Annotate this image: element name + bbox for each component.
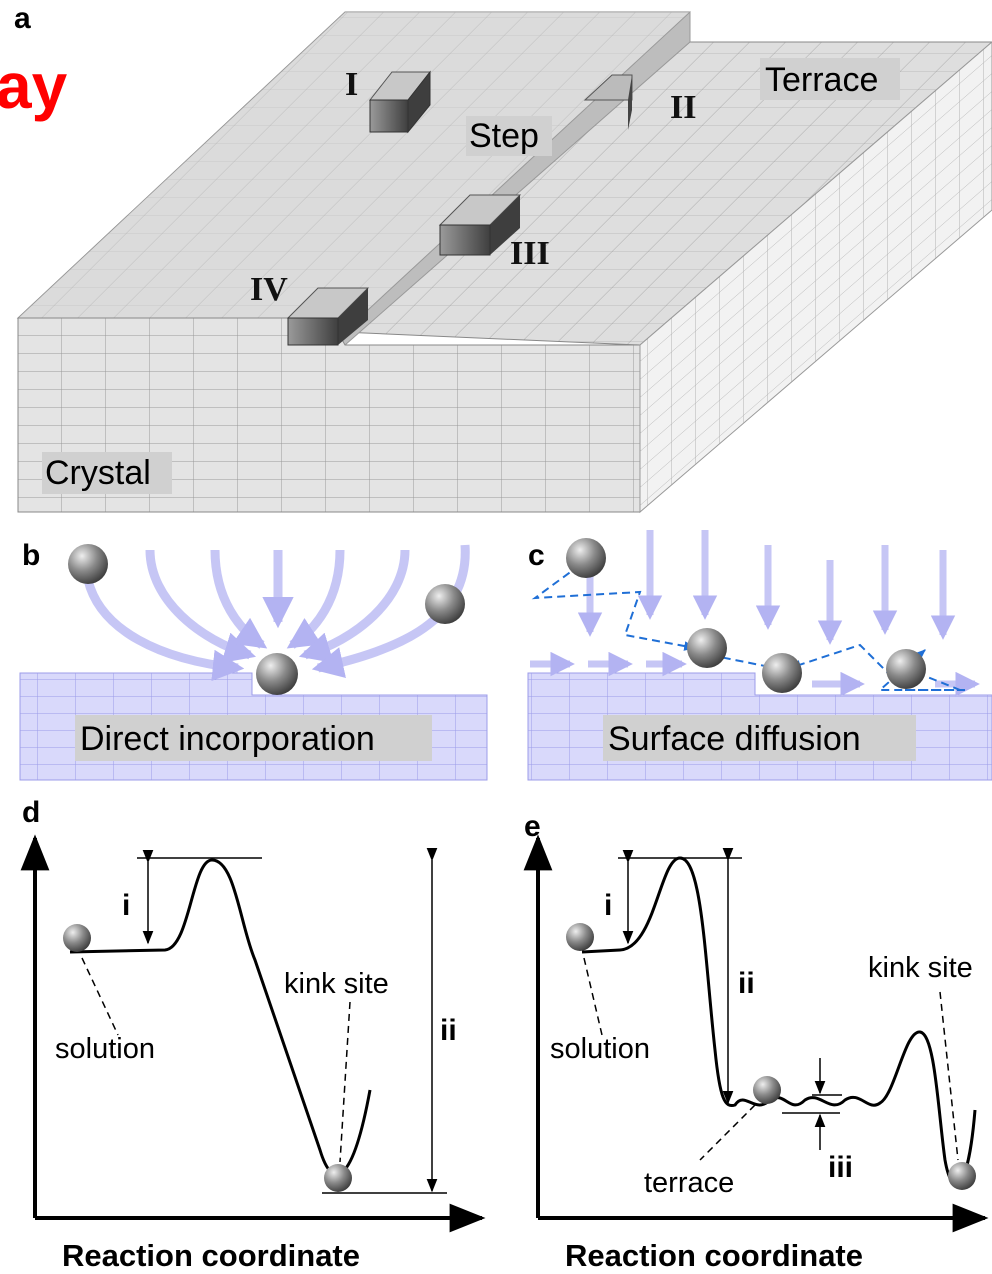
barrier-label: ii <box>738 967 755 1000</box>
caption: Surface diffusion <box>608 720 861 758</box>
site-box-part <box>288 318 338 345</box>
atom <box>425 584 465 624</box>
site-label: I <box>345 66 358 103</box>
panel-e: e i ii iii terrace kink site solution Re… <box>524 810 985 1273</box>
panel-label: c <box>528 539 545 572</box>
start-label: solution <box>55 1033 155 1065</box>
site-label: II <box>670 89 696 126</box>
atom <box>68 544 108 584</box>
kink-label: kink site <box>284 968 389 1000</box>
overlay-text: ay <box>0 50 68 122</box>
atom <box>566 538 606 578</box>
site-label: IV <box>250 271 288 308</box>
barrier-label: iii <box>828 1151 853 1184</box>
crystal-label: Crystal <box>45 454 151 492</box>
atom <box>687 628 727 668</box>
flux-arrows-part <box>305 550 405 655</box>
flux-arrows-part <box>292 550 340 645</box>
terrace-label: terrace <box>644 1167 734 1199</box>
site-box-part <box>440 225 490 255</box>
barrier-label: i <box>122 889 130 922</box>
site-box-part <box>370 100 408 132</box>
panel-label: e <box>524 810 541 843</box>
atom <box>324 1164 352 1192</box>
diffusion-path-part <box>535 565 695 648</box>
flux-arrows-part <box>215 550 262 645</box>
atom <box>762 653 802 693</box>
panel-c: Surface diffusion c <box>528 530 992 780</box>
terrace-label: Terrace <box>765 61 878 99</box>
start-label: solution <box>550 1033 650 1065</box>
atom <box>886 649 926 689</box>
energy-curve <box>582 858 975 1184</box>
guide-lines-part <box>584 958 602 1035</box>
atom <box>948 1162 976 1190</box>
axis-title: Reaction coordinate <box>62 1238 360 1273</box>
guide-lines <box>82 858 447 1193</box>
atom <box>63 924 91 952</box>
guide-lines-part <box>700 1105 755 1160</box>
guide-lines-part <box>340 1002 350 1162</box>
guide-lines <box>584 858 958 1160</box>
atom <box>753 1076 781 1104</box>
caption: Direct incorporation <box>80 720 375 758</box>
panel-a: a ay Terrace Step Crystal I II III IV <box>0 2 992 512</box>
flux-arrows <box>88 545 465 668</box>
barrier-label: i <box>604 889 612 922</box>
panel-label: a <box>14 2 31 35</box>
axis-title: Reaction coordinate <box>565 1238 863 1273</box>
site-label: III <box>510 235 550 272</box>
panel-label: d <box>22 796 40 829</box>
energy-curve <box>70 860 370 1174</box>
atom <box>256 653 298 695</box>
panel-b: Direct incorporation b <box>20 539 487 780</box>
figure: a ay Terrace Step Crystal I II III IV Di… <box>0 0 992 1274</box>
kink-label: kink site <box>868 952 973 984</box>
panel-d: d i ii kink site solution Reaction coord… <box>22 796 482 1273</box>
flux-arrows-part <box>150 550 250 655</box>
barrier-label: ii <box>440 1014 457 1047</box>
atom <box>566 923 594 951</box>
guide-lines-part <box>82 958 118 1035</box>
panel-label: b <box>22 539 40 572</box>
step-label: Step <box>469 117 539 155</box>
